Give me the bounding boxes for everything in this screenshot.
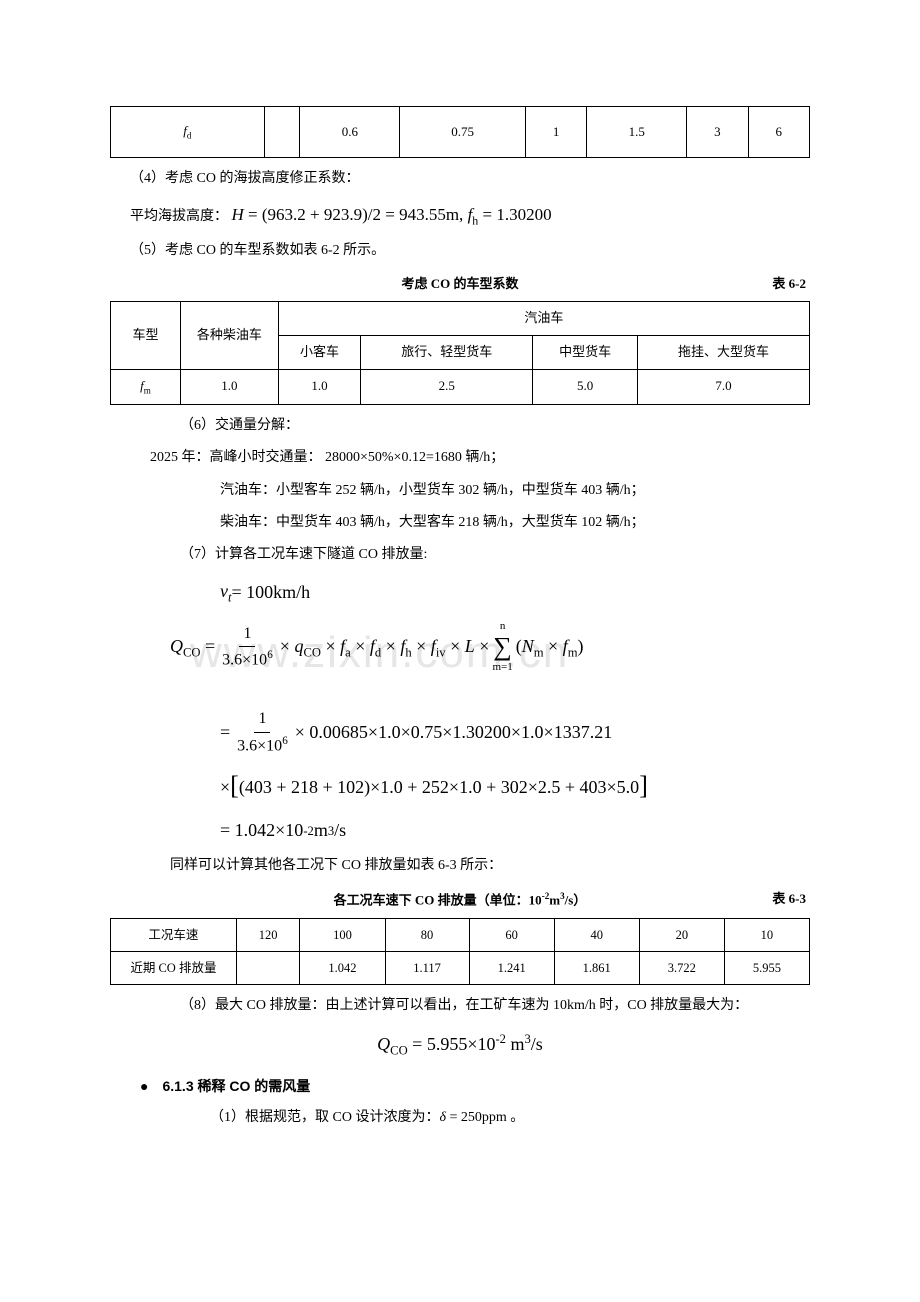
- tbl3-caption-right: 表 6-3: [746, 889, 806, 911]
- formula-vt: vt = 100km/h: [220, 577, 810, 608]
- section-6-1-3: ● 6.1.3 稀释 CO 的需风量: [140, 1075, 810, 1097]
- tbl3-caption: 各工况车速下 CO 排放量（单位：10-2m3/s） 表 6-3: [110, 889, 810, 911]
- t2-cell: 7.0: [638, 369, 810, 404]
- frac2-num: 1: [254, 706, 270, 733]
- alt-pre: 平均海拔高度：: [130, 209, 228, 224]
- t3-emit: 5.955: [724, 951, 809, 984]
- t2-cell: 2.5: [361, 369, 533, 404]
- page-content: fd 0.6 0.75 1 1.5 3 6 （4）考虑 CO 的海拔高度修正系数…: [110, 106, 810, 1129]
- t2-h-gas: 汽油车: [278, 302, 809, 336]
- sigma-symbol: ∑: [493, 635, 512, 658]
- t3-emit: 1.861: [554, 951, 639, 984]
- qco-chain: × qCO × fa × fd × fh × fiv × L ×: [280, 632, 490, 663]
- t3-speed: 60: [469, 918, 554, 951]
- bracket-open: [: [230, 765, 239, 807]
- t3-speed: 100: [300, 918, 385, 951]
- t2-h-g4: 拖挂、大型货车: [638, 335, 810, 369]
- frac-num: 1: [239, 621, 255, 648]
- frac2-den: 3.6×106: [233, 733, 292, 759]
- sigma-bottom: m=1: [492, 659, 512, 677]
- frac-1: 1 3.6×106: [218, 621, 277, 674]
- formula-calc: = 1 3.6×106 × 0.00685×1.0×0.75×1.30200×1…: [220, 706, 810, 845]
- section-title: 6.1.3 稀释 CO 的需风量: [162, 1075, 310, 1097]
- table-6-3: 工况车速 120 100 80 60 40 20 10 近期 CO 排放量 1.…: [110, 918, 810, 985]
- tbl2-caption: 考虑 CO 的车型系数 表 6-2: [110, 274, 810, 295]
- para-6c: 柴油车：中型货车 403 辆/h，大型客车 218 辆/h，大型货车 102 辆…: [110, 512, 810, 534]
- t3-emit: 1.117: [385, 951, 469, 984]
- t3-speed: 120: [236, 918, 300, 951]
- vt-line: vt = 100km/h: [220, 577, 810, 608]
- frac-den: 3.6×106: [218, 647, 277, 673]
- para-6b: 汽油车：小型客车 252 辆/h，小型货车 302 辆/h，中型货车 403 辆…: [110, 480, 810, 502]
- t3-speed: 80: [385, 918, 469, 951]
- bullet-icon: ●: [140, 1075, 148, 1097]
- para-7: （7）计算各工况车速下隧道 CO 排放量:: [110, 544, 810, 566]
- t3-emit: 1.241: [469, 951, 554, 984]
- calc2-pre: ×: [220, 773, 230, 802]
- t2-h-g1: 小客车: [278, 335, 361, 369]
- sigma: n ∑ m=1: [492, 618, 512, 677]
- calc-line1: = 1 3.6×106 × 0.00685×1.0×0.75×1.30200×1…: [220, 706, 810, 759]
- fd-cell: 6: [748, 107, 809, 158]
- tbl2-caption-text: 考虑 CO 的车型系数: [174, 274, 746, 295]
- calc1: × 0.00685×1.0×0.75×1.30200×1.0×1337.21: [295, 718, 612, 747]
- table-6-2: 车型 各种柴油车 汽油车 小客车 旅行、轻型货车 中型货车 拖挂、大型货车 fm…: [110, 301, 810, 405]
- fd-cell: 0.6: [300, 107, 400, 158]
- frac-2: 1 3.6×106: [233, 706, 292, 759]
- table-fd: fd 0.6 0.75 1 1.5 3 6: [110, 106, 810, 158]
- qco-left: QCO =: [170, 632, 215, 663]
- fd-cell: 0.75: [400, 107, 526, 158]
- para-altitude: 平均海拔高度： H = (963.2 + 923.9)/2 = 943.55m,…: [110, 201, 810, 230]
- t2-h-g3: 中型货车: [533, 335, 638, 369]
- t2-cell: 5.0: [533, 369, 638, 404]
- para-6a: 2025 年：高峰小时交通量： 28000×50%×0.12=1680 辆/h；: [110, 447, 810, 469]
- fd-cell: 1.5: [587, 107, 687, 158]
- t3-speed: 20: [639, 918, 724, 951]
- t3-emit: 3.722: [639, 951, 724, 984]
- sigma-arg: (Nm × fm): [516, 632, 584, 663]
- fd-cell: 3: [687, 107, 748, 158]
- calc2-inner: (403 + 218 + 102)×1.0 + 252×1.0 + 302×2.…: [239, 773, 639, 802]
- fd-label: fd: [111, 107, 265, 158]
- tbl3-caption-text: 各工况车速下 CO 排放量（单位：10-2m3/s）: [174, 889, 746, 911]
- t3-emit: [236, 951, 300, 984]
- t2-h-g2: 旅行、轻型货车: [361, 335, 533, 369]
- bracket-close: ]: [639, 765, 648, 807]
- para-9: （1）根据规范，取 CO 设计浓度为：δ = 250ppm 。: [110, 1107, 810, 1129]
- t3-emit: 1.042: [300, 951, 385, 984]
- formula-qco: QCO = 1 3.6×106 × qCO × fa × fd × fh × f…: [170, 618, 810, 677]
- t3-h1: 工况车速: [111, 918, 237, 951]
- t2-row-label: fm: [111, 369, 181, 404]
- para-8: （8）最大 CO 排放量：由上述计算可以看出，在工矿车速为 10km/h 时，C…: [110, 995, 810, 1017]
- para-same: 同样可以计算其他各工况下 CO 排放量如表 6-3 所示：: [110, 855, 810, 877]
- fd-cell: [264, 107, 300, 158]
- t2-h-diesel: 各种柴油车: [180, 302, 278, 370]
- formula-max: QCO = 5.955×10-2 m3/s: [110, 1029, 810, 1061]
- para-6: （6）交通量分解：: [110, 415, 810, 437]
- t2-h-model: 车型: [111, 302, 181, 370]
- para-4: （4）考虑 CO 的海拔高度修正系数：: [110, 168, 810, 190]
- calc-line2: × [ (403 + 218 + 102)×1.0 + 252×1.0 + 30…: [220, 767, 810, 809]
- tbl2-caption-right: 表 6-2: [746, 274, 806, 295]
- t3-speed: 10: [724, 918, 809, 951]
- alt-math: H = (963.2 + 923.9)/2 = 943.55m, fh = 1.…: [232, 205, 552, 224]
- fd-cell: 1: [525, 107, 586, 158]
- para-5: （5）考虑 CO 的车型系数如表 6-2 所示。: [110, 240, 810, 262]
- t2-cell: 1.0: [180, 369, 278, 404]
- qco-main: QCO = 1 3.6×106 × qCO × fa × fd × fh × f…: [170, 618, 810, 677]
- t3-h2: 近期 CO 排放量: [111, 951, 237, 984]
- t2-cell: 1.0: [278, 369, 361, 404]
- calc-line3: = 1.042×10-2 m3/s: [220, 816, 810, 845]
- t3-speed: 40: [554, 918, 639, 951]
